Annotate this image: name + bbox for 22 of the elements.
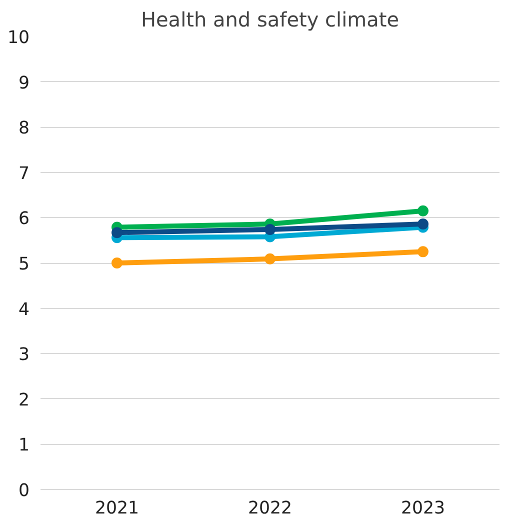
point: [112, 258, 122, 268]
y-tick-label: 1: [18, 436, 30, 456]
y-tick-label: 7: [18, 164, 30, 184]
y-tick-label: 10: [7, 28, 30, 48]
y-tick-label: 5: [18, 254, 30, 274]
y-tick-label: 4: [18, 300, 30, 320]
y-tick-label: 2: [18, 390, 30, 410]
chart-title: Health and safety climate: [140, 8, 400, 32]
point: [264, 224, 276, 235]
x-tick-label: 2022: [248, 498, 292, 516]
y-tick-label: 8: [18, 118, 30, 139]
point: [112, 227, 122, 238]
y-tick-label: 6: [18, 209, 30, 230]
point: [264, 253, 276, 264]
point: [418, 246, 428, 258]
y-tick-label: 3: [18, 345, 30, 366]
x-tick-label: 2023: [400, 498, 446, 516]
point: [418, 205, 428, 216]
x-tick-label: 2021: [94, 498, 140, 516]
y-tick-label: 9: [18, 73, 30, 94]
y-tick-label: 0: [18, 481, 30, 501]
point: [418, 218, 428, 230]
